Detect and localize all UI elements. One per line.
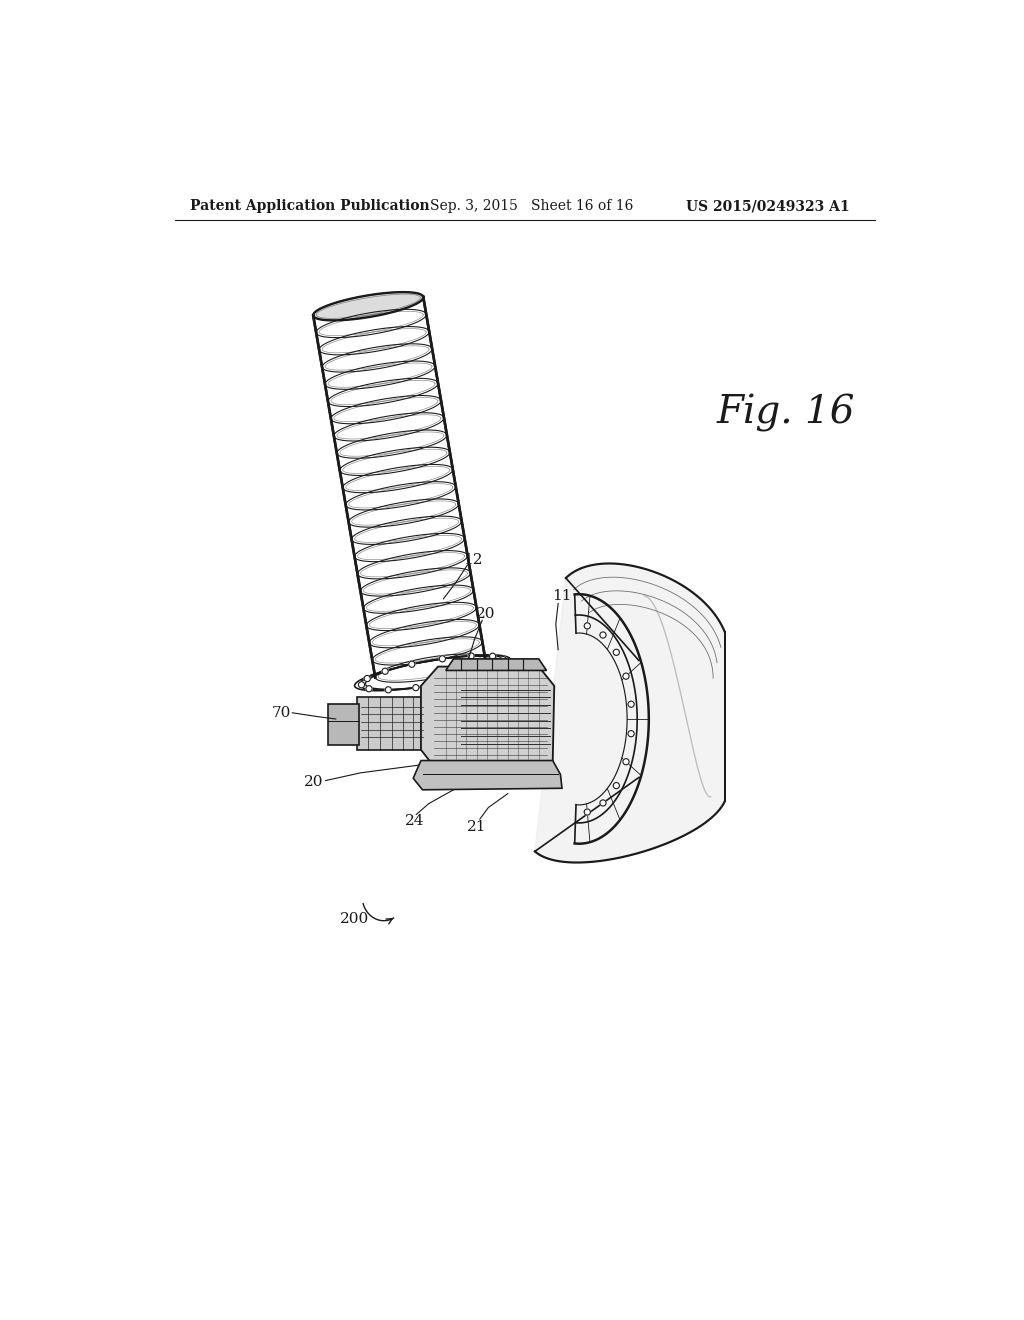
Text: 20: 20 [304, 775, 324, 789]
Circle shape [439, 656, 445, 661]
Text: 20: 20 [476, 607, 496, 622]
Circle shape [585, 809, 591, 816]
Circle shape [358, 681, 365, 688]
Polygon shape [445, 659, 547, 671]
Circle shape [468, 653, 474, 659]
Circle shape [492, 665, 498, 672]
Text: 11: 11 [552, 589, 571, 603]
Text: Fig. 16: Fig. 16 [717, 393, 855, 432]
Circle shape [623, 673, 629, 680]
Circle shape [628, 731, 634, 737]
Polygon shape [328, 704, 359, 744]
Circle shape [365, 676, 371, 681]
Circle shape [443, 680, 450, 686]
Text: Sep. 3, 2015   Sheet 16 of 16: Sep. 3, 2015 Sheet 16 of 16 [430, 199, 634, 213]
Circle shape [613, 783, 620, 788]
Circle shape [628, 701, 634, 708]
Polygon shape [414, 760, 562, 789]
Circle shape [585, 623, 591, 628]
Circle shape [366, 685, 372, 692]
Circle shape [489, 653, 496, 659]
Circle shape [409, 661, 415, 668]
Polygon shape [535, 564, 725, 862]
Circle shape [382, 668, 388, 675]
Text: 21: 21 [467, 820, 486, 834]
Circle shape [500, 656, 506, 663]
Circle shape [600, 800, 606, 807]
Polygon shape [313, 292, 423, 321]
Circle shape [413, 685, 419, 690]
Polygon shape [421, 667, 554, 767]
Text: Patent Application Publication: Patent Application Publication [190, 199, 430, 213]
Text: 12: 12 [463, 553, 482, 568]
Circle shape [471, 673, 477, 678]
Polygon shape [356, 697, 426, 750]
Text: 200: 200 [340, 912, 369, 927]
Circle shape [600, 632, 606, 638]
Circle shape [623, 759, 629, 764]
Text: 24: 24 [406, 813, 425, 828]
Circle shape [385, 686, 391, 693]
Circle shape [613, 649, 620, 656]
Text: 70: 70 [271, 706, 291, 719]
Text: US 2015/0249323 A1: US 2015/0249323 A1 [686, 199, 850, 213]
